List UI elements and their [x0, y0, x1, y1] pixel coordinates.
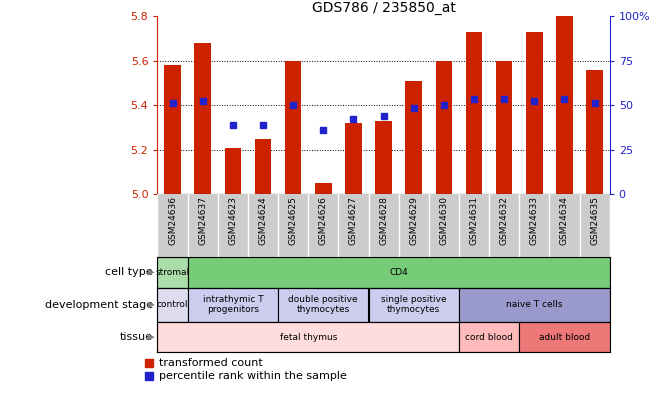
Bar	[164, 65, 181, 194]
Bar	[556, 16, 573, 194]
Text: GSM24626: GSM24626	[319, 196, 328, 245]
Text: GSM24625: GSM24625	[289, 196, 297, 245]
Text: GSM24632: GSM24632	[500, 196, 509, 245]
Title: GDS786 / 235850_at: GDS786 / 235850_at	[312, 1, 456, 15]
Bar	[459, 322, 519, 352]
Text: control: control	[157, 300, 188, 309]
Bar	[436, 61, 452, 194]
Bar	[285, 61, 302, 194]
Bar	[278, 288, 369, 322]
Text: GSM24633: GSM24633	[530, 196, 539, 245]
Text: CD4: CD4	[389, 268, 408, 277]
Text: GSM24623: GSM24623	[228, 196, 237, 245]
Text: GSM24637: GSM24637	[198, 196, 207, 245]
Bar	[459, 288, 610, 322]
Bar	[375, 121, 392, 194]
Bar	[526, 32, 543, 194]
Text: adult blood: adult blood	[539, 333, 590, 342]
Text: GSM24628: GSM24628	[379, 196, 388, 245]
Text: naive T cells: naive T cells	[506, 300, 563, 309]
Bar	[194, 43, 211, 194]
Text: percentile rank within the sample: percentile rank within the sample	[159, 371, 346, 381]
Text: cord blood: cord blood	[465, 333, 513, 342]
Text: tissue: tissue	[120, 332, 153, 342]
Text: GSM24631: GSM24631	[470, 196, 478, 245]
Text: GSM24627: GSM24627	[349, 196, 358, 245]
Text: development stage: development stage	[45, 300, 153, 310]
Text: GSM24634: GSM24634	[560, 196, 569, 245]
Text: GSM24635: GSM24635	[590, 196, 599, 245]
Bar	[586, 70, 603, 194]
Bar	[466, 32, 482, 194]
Bar	[157, 322, 459, 352]
Bar	[405, 81, 422, 194]
Bar	[519, 322, 610, 352]
Bar	[255, 139, 271, 194]
Bar	[157, 288, 188, 322]
Text: GSM24636: GSM24636	[168, 196, 177, 245]
Bar	[496, 61, 513, 194]
Text: single positive
thymocytes: single positive thymocytes	[381, 295, 446, 314]
Text: GSM24624: GSM24624	[259, 196, 267, 245]
Bar	[345, 123, 362, 194]
Bar	[188, 288, 278, 322]
Text: cell type: cell type	[105, 267, 153, 277]
Text: GSM24630: GSM24630	[440, 196, 448, 245]
Text: transformed count: transformed count	[159, 358, 262, 368]
Text: double positive
thymocytes: double positive thymocytes	[289, 295, 358, 314]
Bar	[315, 183, 332, 194]
Bar	[369, 288, 459, 322]
Text: fetal thymus: fetal thymus	[279, 333, 337, 342]
Text: intrathymic T
progenitors: intrathymic T progenitors	[202, 295, 263, 314]
Bar	[224, 147, 241, 194]
Text: stromal: stromal	[155, 268, 190, 277]
Text: GSM24629: GSM24629	[409, 196, 418, 245]
Bar	[157, 257, 188, 288]
